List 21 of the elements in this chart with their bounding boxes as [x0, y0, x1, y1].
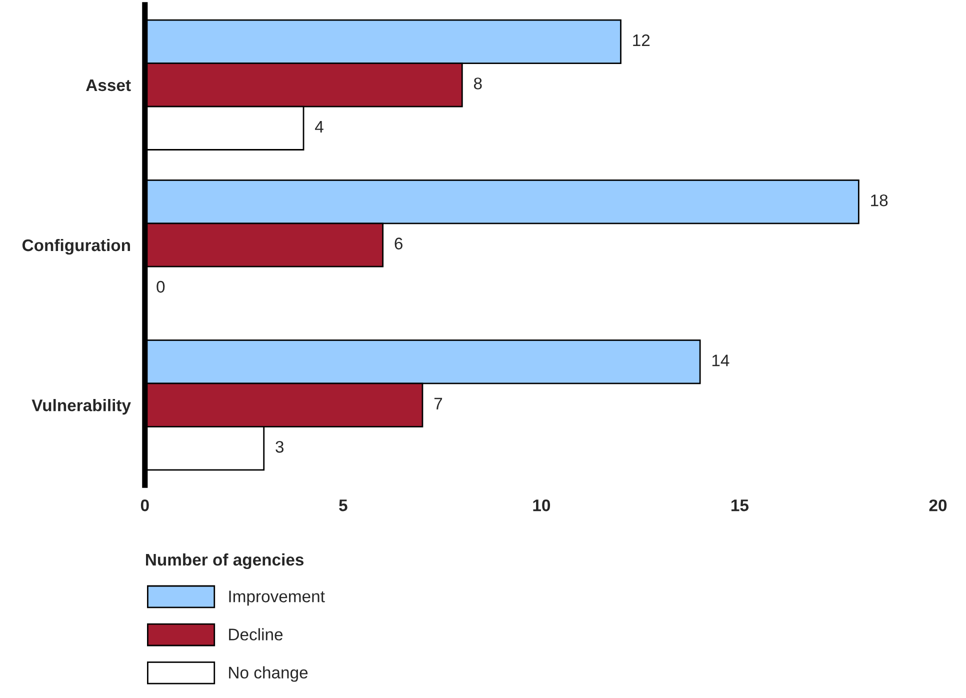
- data-label: 18: [871, 194, 888, 206]
- x-tick-label: 5: [339, 500, 348, 512]
- x-tick-label: 15: [731, 500, 749, 512]
- data-label: 4: [315, 120, 324, 132]
- legend-label: No change: [229, 666, 308, 682]
- legend-label: Improvement: [229, 590, 325, 606]
- data-label: 3: [276, 440, 284, 453]
- y-tick-label: Configuration: [22, 238, 130, 255]
- x-tick-label: 0: [140, 499, 149, 512]
- x-tick-label: 10: [533, 499, 550, 512]
- data-label: 12: [633, 34, 650, 46]
- y-tick-label: Asset: [86, 79, 131, 92]
- data-label: 0: [156, 280, 165, 293]
- y-tick-label: Vulnerability: [32, 399, 131, 415]
- data-label: 7: [434, 398, 442, 410]
- data-label: 6: [394, 238, 402, 250]
- data-label: 14: [712, 354, 730, 366]
- x-axis-title: Number of agencies: [146, 553, 304, 570]
- legend-label: Decline: [229, 628, 283, 640]
- x-tick-label: 20: [929, 499, 947, 512]
- data-label: 8: [474, 78, 482, 90]
